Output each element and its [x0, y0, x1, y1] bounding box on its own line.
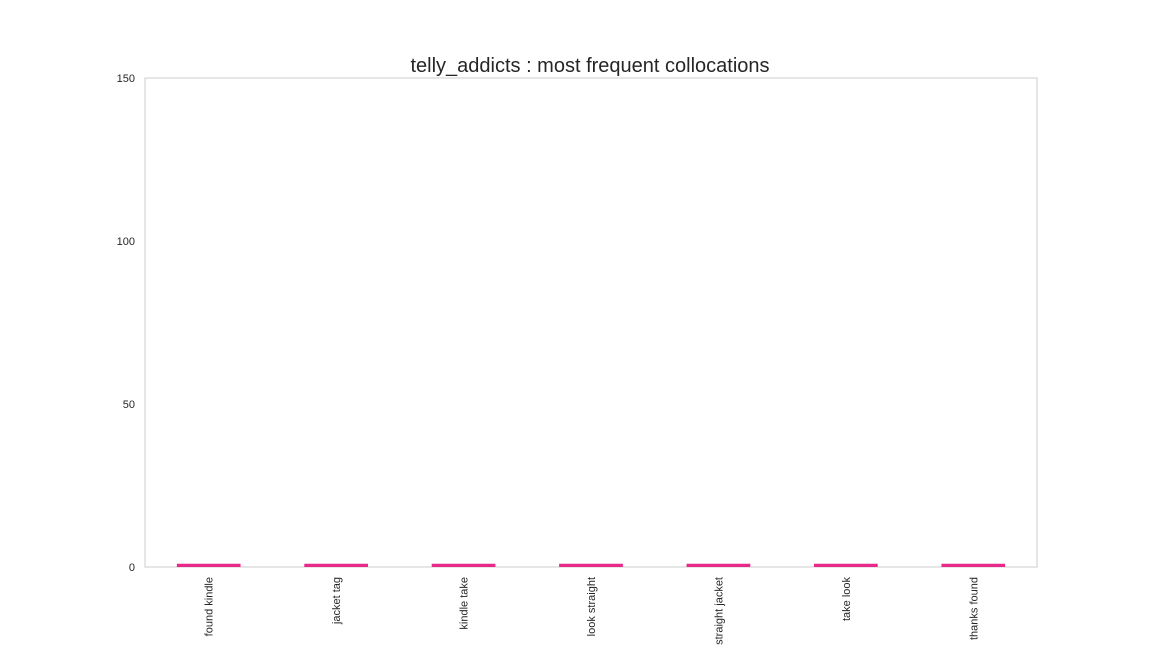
- chart-title: telly_addicts : most frequent collocatio…: [410, 55, 769, 77]
- x-tick-label: found kindle: [204, 577, 216, 636]
- x-axis: found kindle jacket tag kindle take look st…: [204, 577, 981, 645]
- y-axis: 0 50 100 150: [117, 73, 135, 574]
- x-tick-label: straight jacket: [713, 577, 725, 645]
- bar: [814, 563, 878, 567]
- bar: [431, 563, 496, 567]
- bar: [176, 563, 241, 567]
- plot-area: [144, 77, 1038, 568]
- x-tick-label: kindle take: [459, 577, 471, 630]
- bars: [176, 563, 1006, 567]
- x-tick-label: take look: [841, 577, 853, 622]
- x-tick-label: jacket tag: [331, 577, 343, 625]
- y-tick-label: 100: [117, 236, 135, 248]
- x-tick-label: thanks found: [968, 577, 980, 640]
- bar: [941, 563, 1006, 567]
- x-tick-label: look straight: [586, 577, 598, 636]
- y-tick-label: 150: [117, 73, 135, 85]
- y-tick-label: 50: [123, 399, 135, 411]
- bar: [559, 563, 623, 567]
- y-tick-label: 0: [129, 562, 135, 574]
- bar: [686, 563, 751, 567]
- bar: [304, 563, 368, 567]
